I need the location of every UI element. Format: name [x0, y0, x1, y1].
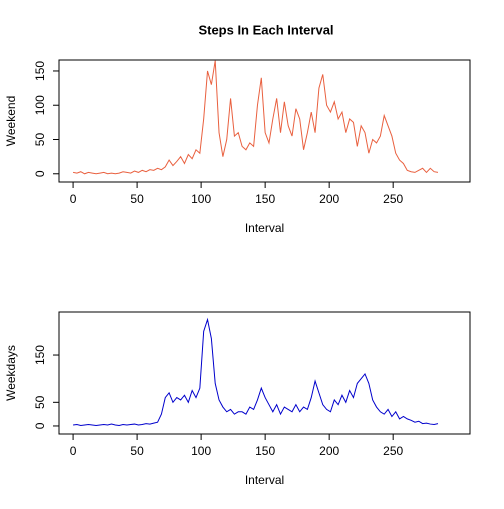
- y-tick-label: 100: [33, 95, 47, 115]
- plot-box: [58, 311, 471, 435]
- y-axis-label: Weekdays: [4, 345, 18, 401]
- y-tick-label: 150: [33, 61, 47, 81]
- x-axis-label: Interval: [245, 473, 284, 487]
- data-line: [73, 317, 439, 426]
- plot-box: [58, 59, 471, 183]
- x-tick-label: 200: [319, 444, 339, 458]
- x-tick-label: 200: [319, 192, 339, 206]
- x-tick-label: 250: [383, 192, 403, 206]
- y-tick-label: 50: [33, 395, 47, 409]
- x-tick-label: 0: [70, 444, 77, 458]
- y-tick-label: 50: [33, 133, 47, 147]
- chart-title: Steps In Each Interval: [198, 22, 333, 37]
- y-tick-label: 0: [33, 170, 47, 177]
- data-line: [72, 60, 439, 175]
- x-tick-label: 150: [255, 192, 275, 206]
- x-tick-label: 250: [383, 444, 403, 458]
- y-tick-label: 0: [33, 422, 47, 429]
- y-axis-label: Weekend: [4, 96, 18, 146]
- x-tick-label: 0: [70, 192, 77, 206]
- x-tick-label: 150: [255, 444, 275, 458]
- x-tick-label: 100: [191, 192, 211, 206]
- y-tick-label: 150: [33, 345, 47, 365]
- x-axis-label: Interval: [245, 221, 284, 235]
- x-tick-label: 50: [130, 192, 144, 206]
- x-tick-label: 50: [130, 444, 144, 458]
- x-tick-label: 100: [191, 444, 211, 458]
